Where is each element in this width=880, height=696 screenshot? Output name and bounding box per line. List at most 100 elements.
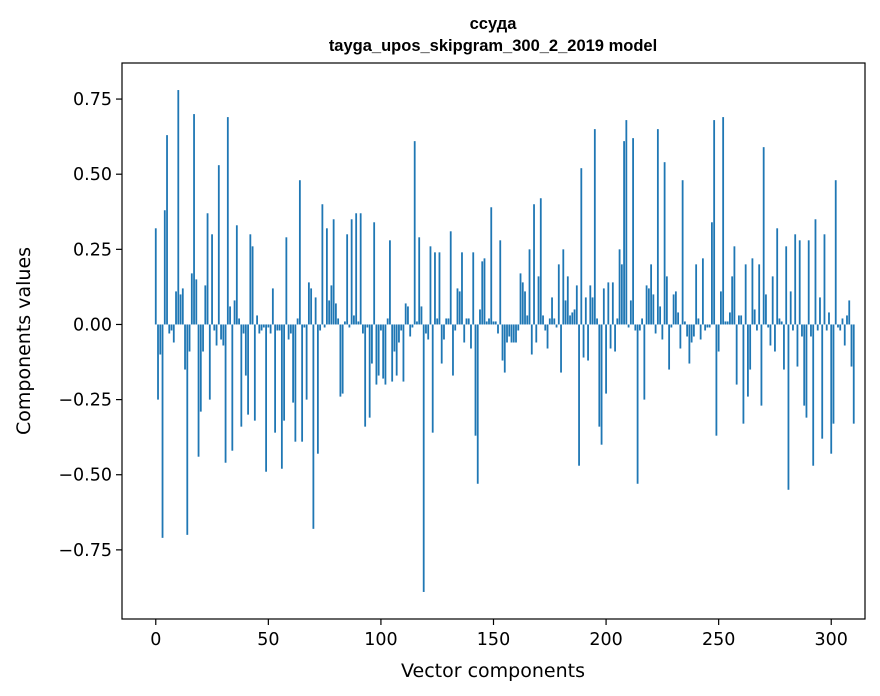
bar-291 bbox=[810, 324, 812, 337]
bar-32 bbox=[226, 117, 229, 325]
bar-78 bbox=[330, 285, 333, 325]
bar-211 bbox=[629, 300, 632, 325]
bar-212 bbox=[632, 138, 634, 325]
bar-165 bbox=[526, 315, 529, 325]
bar-152 bbox=[497, 324, 499, 334]
bar-241 bbox=[697, 318, 700, 325]
bar-284 bbox=[794, 234, 797, 325]
bar-30 bbox=[222, 324, 225, 346]
x-tick-label: 0 bbox=[150, 630, 161, 650]
bar-25 bbox=[211, 234, 213, 325]
bar-44 bbox=[253, 324, 256, 421]
bar-273 bbox=[769, 324, 772, 346]
bar-63 bbox=[296, 318, 299, 325]
bar-22 bbox=[204, 285, 207, 325]
bar-235 bbox=[683, 321, 686, 325]
bar-276 bbox=[776, 228, 779, 325]
bar-112 bbox=[407, 306, 409, 325]
bar-221 bbox=[652, 294, 655, 325]
bar-139 bbox=[467, 318, 470, 325]
bar-226 bbox=[663, 162, 666, 325]
bar-249 bbox=[715, 324, 718, 436]
bar-232 bbox=[677, 312, 680, 325]
bar-93 bbox=[364, 324, 367, 427]
bar-12 bbox=[181, 288, 184, 325]
bar-149 bbox=[490, 207, 493, 325]
bar-199 bbox=[602, 288, 605, 325]
bar-192 bbox=[587, 324, 589, 361]
bar-220 bbox=[650, 264, 653, 325]
bar-261 bbox=[742, 324, 745, 424]
bar-242 bbox=[699, 324, 702, 340]
bar-67 bbox=[305, 324, 308, 400]
bar-164 bbox=[524, 291, 526, 325]
bar-2 bbox=[159, 324, 162, 355]
bar-168 bbox=[533, 204, 535, 325]
bar-95 bbox=[368, 324, 371, 418]
bar-191 bbox=[584, 297, 587, 325]
bar-97 bbox=[373, 222, 376, 325]
bar-300 bbox=[830, 324, 833, 454]
bar-307 bbox=[846, 315, 848, 325]
bar-286 bbox=[798, 240, 801, 325]
bar-193 bbox=[589, 285, 592, 325]
bar-28 bbox=[217, 165, 220, 325]
y-tick-label: −0.25 bbox=[58, 391, 112, 411]
bar-279 bbox=[783, 324, 785, 370]
y-tick-label: −0.75 bbox=[58, 541, 112, 561]
bar-87 bbox=[350, 219, 353, 325]
bar-100 bbox=[380, 324, 382, 331]
bar-181 bbox=[562, 249, 565, 325]
bar-106 bbox=[393, 324, 396, 352]
bar-207 bbox=[620, 264, 623, 325]
plot-frame bbox=[121, 62, 866, 620]
bar-125 bbox=[436, 318, 439, 325]
bar-190 bbox=[582, 324, 585, 358]
bar-157 bbox=[508, 324, 511, 337]
bar-182 bbox=[564, 300, 567, 325]
bar-105 bbox=[391, 324, 394, 382]
bar-57 bbox=[283, 324, 286, 421]
bar-34 bbox=[231, 324, 234, 451]
bar-214 bbox=[636, 324, 639, 484]
bar-290 bbox=[807, 240, 810, 325]
bar-135 bbox=[458, 291, 461, 325]
bar-247 bbox=[711, 222, 713, 325]
bar-292 bbox=[812, 324, 815, 466]
bar-56 bbox=[280, 324, 283, 469]
bar-298 bbox=[825, 324, 828, 331]
y-axis-label: Components values bbox=[13, 247, 35, 435]
bar-90 bbox=[357, 321, 360, 325]
bar-162 bbox=[519, 273, 522, 325]
bar-196 bbox=[596, 318, 598, 325]
bar-257 bbox=[733, 246, 736, 325]
bar-146 bbox=[483, 258, 486, 325]
bar-159 bbox=[512, 324, 515, 343]
bar-84 bbox=[344, 321, 346, 325]
bar-141 bbox=[472, 252, 475, 325]
bar-147 bbox=[485, 321, 488, 325]
bar-41 bbox=[247, 324, 249, 415]
bar-225 bbox=[661, 324, 664, 340]
chart-subtitle: tayga_upos_skipgram_300_2_2019 model bbox=[329, 37, 657, 55]
x-axis-label: Vector components bbox=[401, 660, 585, 682]
bar-21 bbox=[202, 324, 204, 352]
bar-1 bbox=[157, 324, 159, 400]
bar-155 bbox=[503, 324, 506, 373]
bar-58 bbox=[285, 237, 288, 325]
bar-127 bbox=[440, 324, 443, 364]
bar-299 bbox=[828, 312, 830, 325]
bar-60 bbox=[289, 324, 292, 334]
bar-131 bbox=[449, 231, 452, 325]
bar-0 bbox=[154, 228, 157, 325]
bar-75 bbox=[323, 324, 326, 328]
bar-238 bbox=[690, 324, 693, 343]
bar-130 bbox=[447, 318, 450, 325]
y-tick-label: −0.50 bbox=[58, 466, 112, 486]
bar-210 bbox=[627, 324, 630, 328]
bar-85 bbox=[346, 234, 349, 325]
bar-198 bbox=[600, 324, 603, 445]
bar-72 bbox=[316, 324, 319, 454]
bar-268 bbox=[758, 264, 761, 325]
